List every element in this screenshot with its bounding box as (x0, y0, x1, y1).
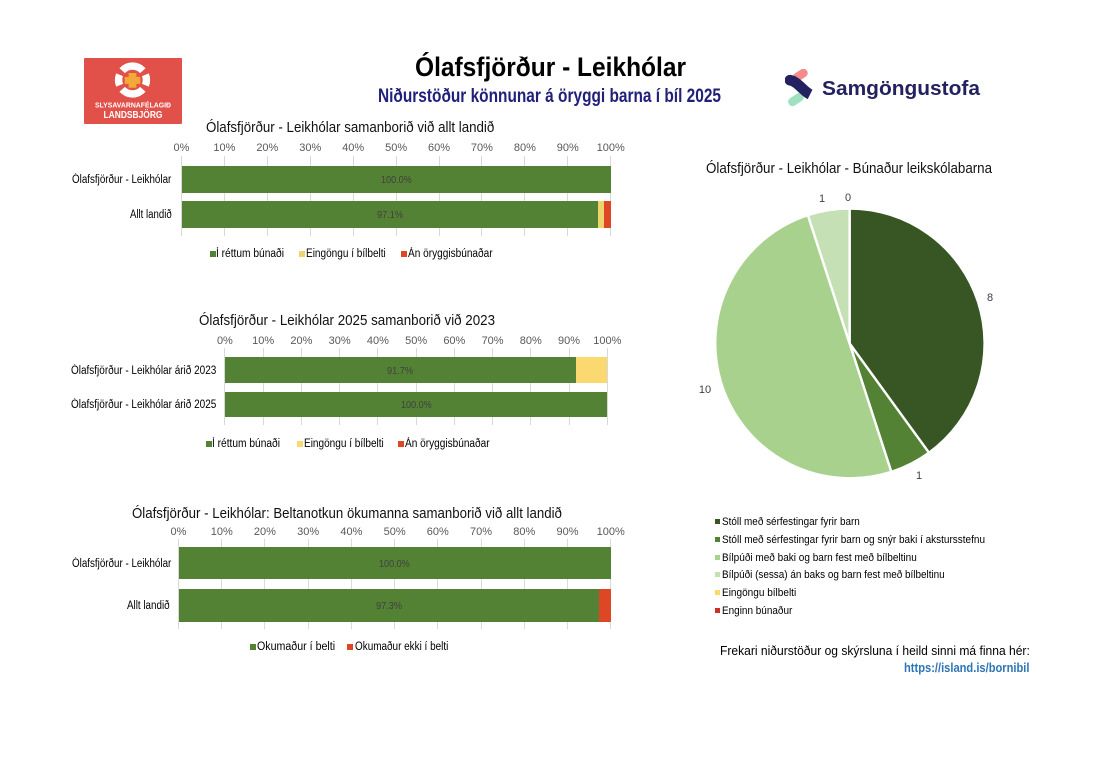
svg-text:LANDSBJÖRG: LANDSBJÖRG (104, 108, 163, 121)
svg-text:SLYSAVARNAFÉLAGIÐ: SLYSAVARNAFÉLAGIÐ (95, 101, 171, 110)
